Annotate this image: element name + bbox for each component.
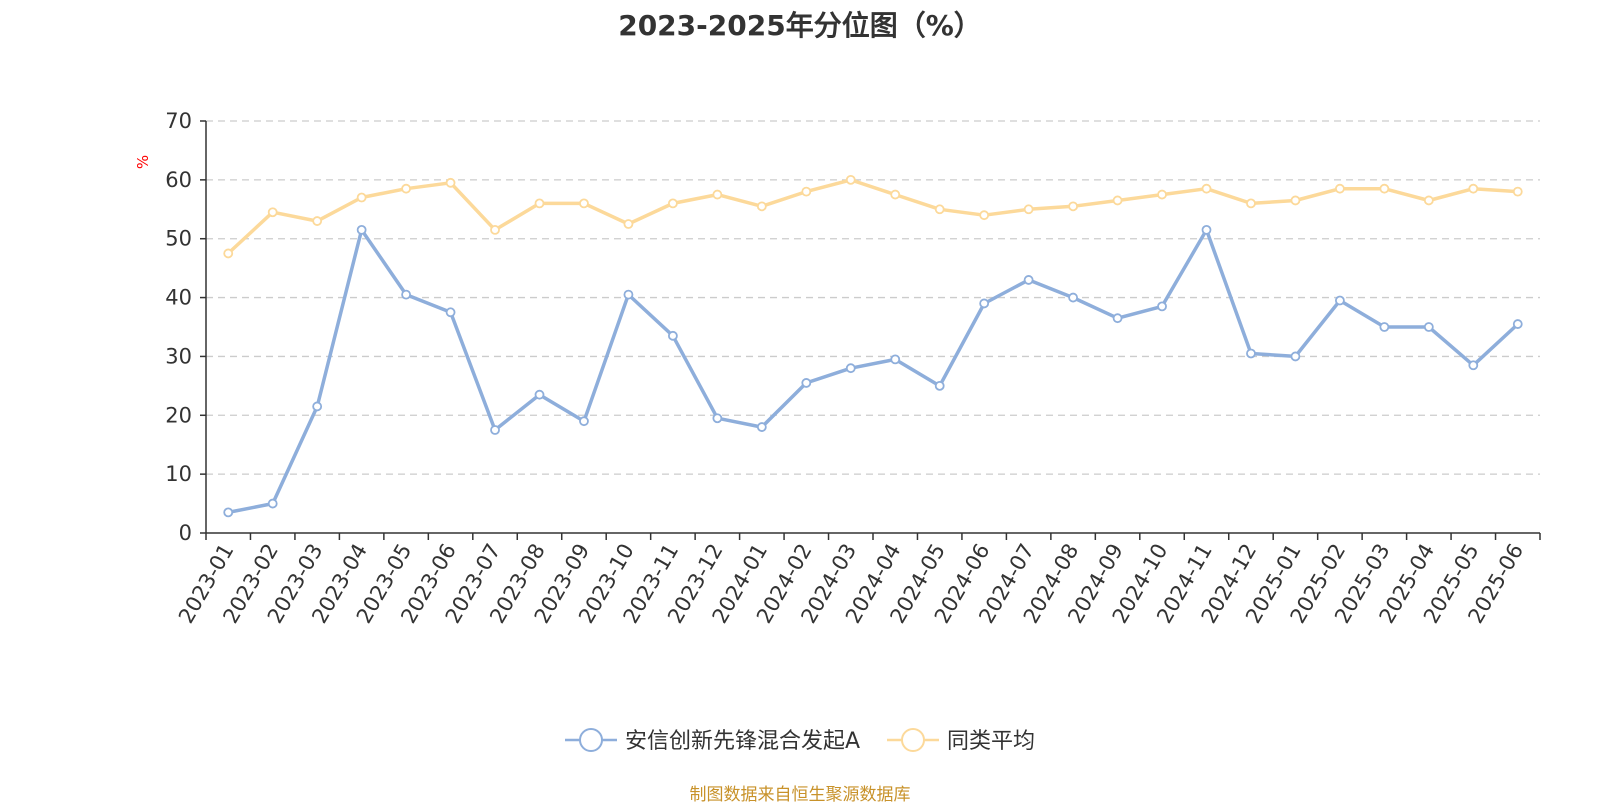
data-point[interactable] — [1468, 360, 1479, 371]
data-point[interactable] — [1023, 204, 1034, 215]
source-note: 制图数据来自恒生聚源数据库 — [689, 785, 911, 805]
chart-title: 2023-2025年分位图（%） — [618, 9, 982, 42]
data-point[interactable] — [890, 189, 901, 200]
data-point[interactable] — [623, 219, 634, 229]
data-point[interactable] — [1157, 189, 1167, 200]
data-point[interactable] — [534, 389, 545, 400]
series-line-1 — [227, 228, 1519, 515]
data-point[interactable] — [1335, 295, 1345, 306]
series-line-2 — [227, 178, 1518, 255]
legend-label: 同类平均 — [947, 729, 1035, 754]
data-point[interactable] — [712, 413, 723, 424]
data-point[interactable] — [979, 210, 990, 221]
data-point[interactable] — [1379, 183, 1390, 194]
data-point[interactable] — [979, 298, 990, 309]
data-point[interactable] — [934, 204, 945, 215]
series-layer — [223, 174, 1523, 518]
legend-item-2[interactable]: 同类平均 — [887, 728, 1035, 754]
data-point[interactable] — [312, 216, 323, 226]
data-point[interactable] — [312, 401, 323, 412]
y-tick-label: 50 — [165, 227, 192, 251]
data-point[interactable] — [845, 174, 856, 185]
data-point[interactable] — [490, 224, 500, 235]
data-point[interactable] — [1201, 224, 1212, 235]
y-tick-label: 20 — [165, 403, 192, 427]
legend-symbol-circle — [579, 728, 603, 752]
data-point[interactable] — [623, 289, 634, 300]
data-point[interactable] — [579, 416, 589, 427]
data-point[interactable] — [1512, 186, 1523, 197]
data-point[interactable] — [756, 201, 767, 212]
data-point[interactable] — [1112, 313, 1123, 324]
data-point[interactable] — [1512, 319, 1523, 329]
y-tick-label: 60 — [165, 168, 192, 192]
data-point[interactable] — [1423, 322, 1434, 332]
gridlines — [206, 120, 1540, 475]
data-point[interactable] — [1335, 183, 1345, 194]
data-point[interactable] — [801, 186, 812, 197]
data-point[interactable] — [490, 425, 500, 435]
data-point[interactable] — [1379, 322, 1390, 332]
data-point[interactable] — [445, 307, 456, 318]
y-axis-unit-label: % — [134, 155, 152, 169]
y-tick-label: 10 — [165, 462, 192, 486]
data-point[interactable] — [668, 330, 678, 341]
data-point[interactable] — [801, 378, 812, 388]
data-point[interactable] — [1290, 195, 1301, 206]
data-point[interactable] — [267, 498, 278, 509]
data-point[interactable] — [267, 207, 278, 218]
y-tick-label: 30 — [165, 344, 192, 368]
y-tick-label: 40 — [165, 286, 192, 310]
data-point[interactable] — [1423, 195, 1434, 206]
axes: 010203040506070%2023-012023-022023-03202… — [134, 109, 1541, 627]
legend[interactable]: 安信创新先锋混合发起A 同类平均 — [565, 728, 1035, 754]
data-point[interactable] — [845, 363, 856, 374]
data-point[interactable] — [579, 198, 589, 209]
data-point[interactable] — [1246, 348, 1256, 359]
data-point[interactable] — [756, 422, 767, 432]
data-point[interactable] — [1023, 275, 1034, 285]
data-point[interactable] — [1246, 198, 1256, 209]
data-point[interactable] — [401, 183, 412, 194]
data-point[interactable] — [1068, 201, 1078, 212]
data-point[interactable] — [1201, 183, 1212, 194]
data-point[interactable] — [1290, 351, 1301, 362]
data-point[interactable] — [534, 198, 545, 209]
data-point[interactable] — [356, 192, 367, 203]
data-point[interactable] — [1468, 183, 1479, 194]
data-point[interactable] — [1112, 195, 1123, 206]
legend-symbol-circle — [901, 728, 925, 752]
data-point[interactable] — [401, 289, 412, 300]
data-point[interactable] — [668, 198, 678, 209]
y-tick-label: 0 — [179, 521, 192, 545]
y-tick-label: 70 — [165, 109, 192, 133]
data-point[interactable] — [890, 354, 901, 365]
data-point[interactable] — [356, 224, 367, 235]
data-point[interactable] — [712, 189, 723, 200]
data-point[interactable] — [934, 380, 945, 391]
data-point[interactable] — [1157, 301, 1167, 312]
data-point[interactable] — [223, 507, 234, 518]
data-point[interactable] — [1068, 292, 1078, 303]
data-point[interactable] — [445, 177, 456, 188]
legend-item-1[interactable]: 安信创新先锋混合发起A — [565, 728, 860, 754]
data-point[interactable] — [223, 248, 234, 259]
legend-label: 安信创新先锋混合发起A — [625, 729, 860, 754]
